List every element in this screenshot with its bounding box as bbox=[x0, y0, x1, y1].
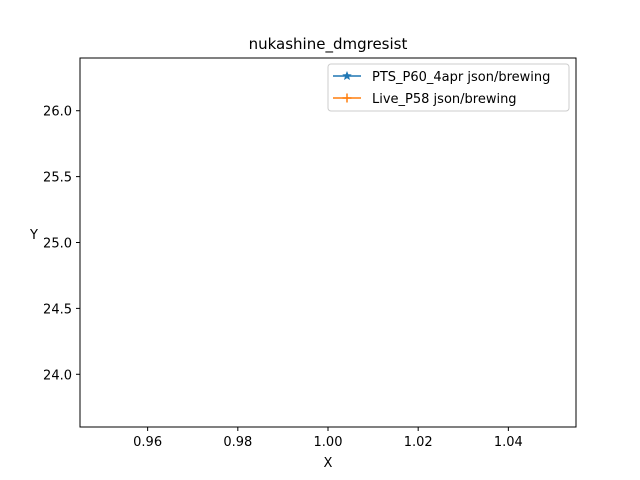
y-tick-label: 25.5 bbox=[43, 171, 72, 186]
y-tick-label: 24.0 bbox=[43, 368, 72, 383]
legend-frame bbox=[327, 63, 570, 112]
chart-title: nukashine_dmgresist bbox=[249, 35, 408, 54]
plot-frame bbox=[79, 57, 577, 428]
plot-area bbox=[79, 57, 577, 428]
legend-marker-star bbox=[342, 70, 352, 81]
y-axis: 24.0 24.5 25.0 25.5 26.0 bbox=[43, 105, 80, 383]
x-tick-label: 1.00 bbox=[314, 435, 343, 450]
x-tick-label: 1.02 bbox=[404, 435, 433, 450]
y-tick-label: 25.0 bbox=[43, 237, 72, 252]
x-tick-label: 0.96 bbox=[133, 435, 162, 450]
y-tick-label: 26.0 bbox=[43, 105, 72, 120]
x-tick-label: 0.98 bbox=[223, 435, 252, 450]
y-axis-label: Y bbox=[29, 228, 38, 243]
y-tick-label: 24.5 bbox=[43, 302, 72, 317]
legend-label: PTS_P60_4apr json/brewing bbox=[372, 70, 550, 85]
legend: PTS_P60_4apr json/brewing Live_P58 json/b… bbox=[327, 63, 570, 112]
legend-label: Live_P58 json/brewing bbox=[372, 92, 517, 107]
x-tick-label: 1.04 bbox=[494, 435, 523, 450]
x-axis: 0.96 0.98 1.00 1.02 1.04 bbox=[133, 427, 523, 450]
x-axis-label: X bbox=[324, 456, 333, 471]
